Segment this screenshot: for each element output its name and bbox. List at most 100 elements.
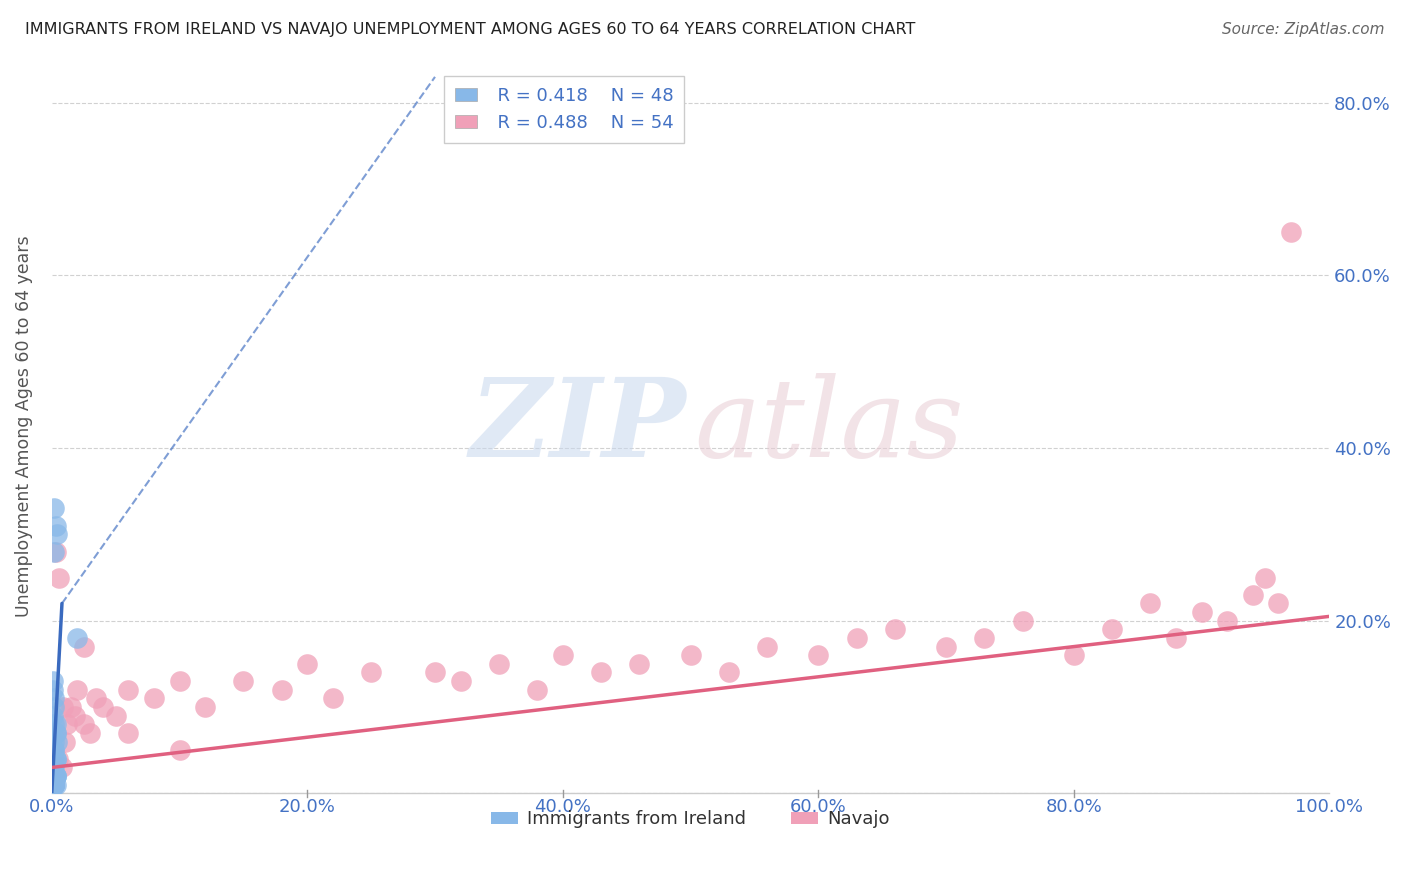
Point <box>526 682 548 697</box>
Point <box>44 734 66 748</box>
Point <box>42 778 65 792</box>
Point <box>48 570 70 584</box>
Point <box>59 700 82 714</box>
Point <box>44 778 66 792</box>
Point <box>44 778 66 792</box>
Point <box>45 752 67 766</box>
Point <box>45 778 67 792</box>
Point <box>44 778 66 792</box>
Point <box>56 717 79 731</box>
Point <box>45 726 67 740</box>
Point <box>270 682 292 697</box>
Point <box>45 752 67 766</box>
Point <box>169 743 191 757</box>
Point <box>45 769 67 783</box>
Point <box>42 778 65 792</box>
Point <box>717 665 740 680</box>
Point <box>42 743 65 757</box>
Point <box>104 708 127 723</box>
Point <box>42 778 65 792</box>
Point <box>1267 596 1289 610</box>
Point <box>44 778 66 792</box>
Point <box>45 726 67 740</box>
Point <box>86 691 108 706</box>
Point <box>1191 605 1213 619</box>
Point <box>42 769 65 783</box>
Point <box>44 544 66 558</box>
Point <box>322 691 344 706</box>
Point <box>1101 623 1123 637</box>
Point <box>42 778 65 792</box>
Point <box>53 734 76 748</box>
Point <box>45 544 67 558</box>
Point <box>1254 570 1277 584</box>
Point <box>42 760 65 774</box>
Point <box>591 665 613 680</box>
Point <box>360 665 382 680</box>
Text: IMMIGRANTS FROM IRELAND VS NAVAJO UNEMPLOYMENT AMONG AGES 60 TO 64 YEARS CORRELA: IMMIGRANTS FROM IRELAND VS NAVAJO UNEMPL… <box>25 22 915 37</box>
Point <box>42 674 65 689</box>
Y-axis label: Unemployment Among Ages 60 to 64 years: Unemployment Among Ages 60 to 64 years <box>15 235 32 617</box>
Point <box>42 760 65 774</box>
Point <box>42 778 65 792</box>
Point <box>1241 588 1264 602</box>
Point <box>973 631 995 645</box>
Point <box>1216 614 1239 628</box>
Point <box>488 657 510 671</box>
Point <box>117 682 139 697</box>
Point <box>423 665 446 680</box>
Point <box>44 717 66 731</box>
Point <box>45 717 67 731</box>
Point <box>45 734 67 748</box>
Point <box>42 769 65 783</box>
Point <box>42 760 65 774</box>
Point <box>169 674 191 689</box>
Point <box>807 648 830 663</box>
Point <box>44 769 66 783</box>
Point <box>42 769 65 783</box>
Point <box>450 674 472 689</box>
Point <box>45 769 67 783</box>
Point <box>42 708 65 723</box>
Point <box>42 682 65 697</box>
Point <box>845 631 868 645</box>
Point <box>883 623 905 637</box>
Point <box>66 682 89 697</box>
Point <box>52 700 75 714</box>
Point <box>45 527 67 541</box>
Point <box>232 674 254 689</box>
Point <box>42 778 65 792</box>
Text: Source: ZipAtlas.com: Source: ZipAtlas.com <box>1222 22 1385 37</box>
Point <box>44 752 66 766</box>
Point <box>79 726 101 740</box>
Point <box>44 691 66 706</box>
Point <box>194 700 217 714</box>
Point <box>44 769 66 783</box>
Point <box>63 708 86 723</box>
Point <box>45 769 67 783</box>
Point <box>46 752 69 766</box>
Legend: Immigrants from Ireland, Navajo: Immigrants from Ireland, Navajo <box>484 803 897 836</box>
Point <box>1063 648 1085 663</box>
Point <box>44 778 66 792</box>
Text: ZIP: ZIP <box>470 373 686 480</box>
Point <box>91 700 114 714</box>
Text: atlas: atlas <box>695 373 965 480</box>
Point <box>1139 596 1161 610</box>
Point <box>44 743 66 757</box>
Point <box>44 501 66 516</box>
Point <box>1279 225 1302 239</box>
Point <box>756 640 779 654</box>
Point <box>679 648 702 663</box>
Point <box>73 717 96 731</box>
Point <box>73 640 96 654</box>
Point <box>935 640 957 654</box>
Point <box>42 752 65 766</box>
Point <box>297 657 319 671</box>
Point <box>551 648 574 663</box>
Point <box>117 726 139 740</box>
Point <box>44 760 66 774</box>
Point <box>44 769 66 783</box>
Point <box>44 743 66 757</box>
Point <box>66 631 89 645</box>
